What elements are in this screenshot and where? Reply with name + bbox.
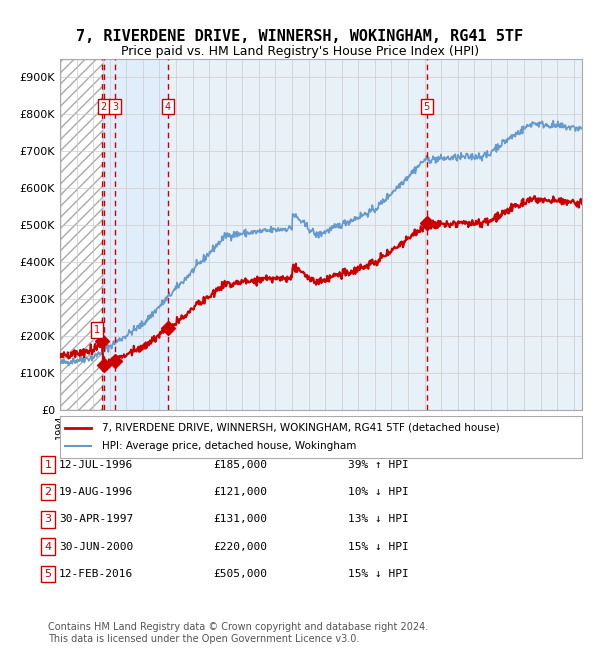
Text: 3: 3: [112, 101, 118, 112]
Text: 13% ↓ HPI: 13% ↓ HPI: [347, 514, 409, 525]
Text: 2: 2: [100, 101, 107, 112]
Text: 12-JUL-1996: 12-JUL-1996: [59, 460, 133, 470]
Text: 10% ↓ HPI: 10% ↓ HPI: [347, 487, 409, 497]
Text: Price paid vs. HM Land Registry's House Price Index (HPI): Price paid vs. HM Land Registry's House …: [121, 46, 479, 58]
Text: 2: 2: [44, 487, 52, 497]
Text: £505,000: £505,000: [213, 569, 267, 579]
Text: 15% ↓ HPI: 15% ↓ HPI: [347, 569, 409, 579]
Text: £131,000: £131,000: [213, 514, 267, 525]
Bar: [60, 58, 103, 410]
Text: 4: 4: [44, 541, 52, 552]
Text: 30-JUN-2000: 30-JUN-2000: [59, 541, 133, 552]
Text: 5: 5: [44, 569, 52, 579]
Text: Contains HM Land Registry data © Crown copyright and database right 2024.
This d: Contains HM Land Registry data © Crown c…: [48, 622, 428, 644]
Bar: [103, 58, 168, 410]
Text: 12-FEB-2016: 12-FEB-2016: [59, 569, 133, 579]
Text: £220,000: £220,000: [213, 541, 267, 552]
Text: 4: 4: [164, 101, 171, 112]
Text: 19-AUG-1996: 19-AUG-1996: [59, 487, 133, 497]
Text: HPI: Average price, detached house, Wokingham: HPI: Average price, detached house, Woki…: [102, 441, 356, 451]
Text: 7, RIVERDENE DRIVE, WINNERSH, WOKINGHAM, RG41 5TF: 7, RIVERDENE DRIVE, WINNERSH, WOKINGHAM,…: [76, 29, 524, 44]
Text: 1: 1: [44, 460, 52, 470]
Text: £121,000: £121,000: [213, 487, 267, 497]
Text: 15% ↓ HPI: 15% ↓ HPI: [347, 541, 409, 552]
Text: 5: 5: [424, 101, 430, 112]
Text: 30-APR-1997: 30-APR-1997: [59, 514, 133, 525]
Text: £185,000: £185,000: [213, 460, 267, 470]
Text: 39% ↑ HPI: 39% ↑ HPI: [347, 460, 409, 470]
Text: 3: 3: [44, 514, 52, 525]
Text: 1: 1: [94, 325, 100, 335]
Text: 7, RIVERDENE DRIVE, WINNERSH, WOKINGHAM, RG41 5TF (detached house): 7, RIVERDENE DRIVE, WINNERSH, WOKINGHAM,…: [102, 423, 500, 433]
